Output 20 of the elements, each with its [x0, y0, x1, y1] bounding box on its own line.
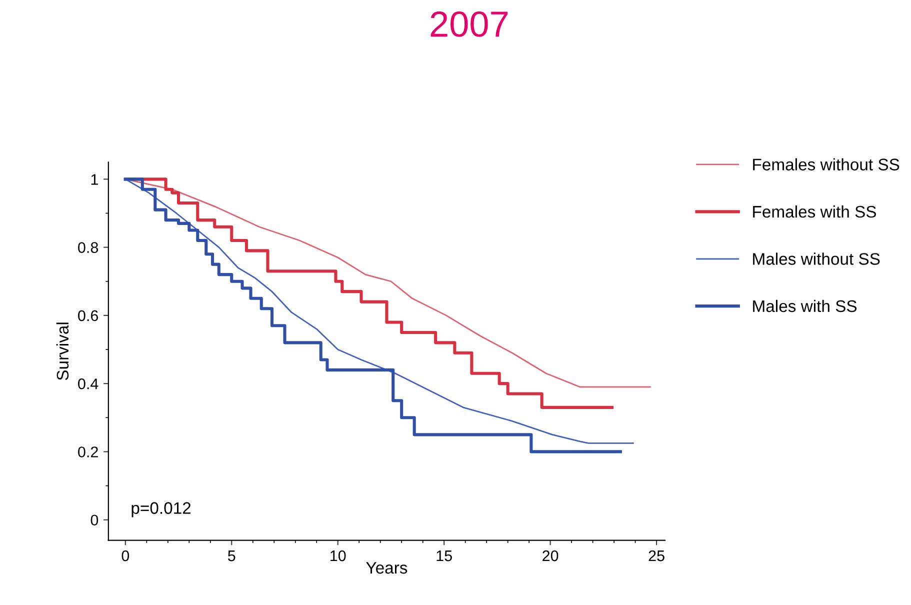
- y-axis-title: Survival: [56, 322, 69, 380]
- x-tick-label: 25: [648, 550, 664, 562]
- x-axis-title: Years: [366, 562, 408, 574]
- legend-label: Females without SS: [753, 158, 900, 170]
- y-tick-label: 0: [90, 514, 98, 526]
- annotation: p=0.012: [132, 502, 191, 518]
- legend-label: Females with SS: [753, 205, 876, 218]
- y-tick-label: 1: [91, 174, 98, 185]
- y-tick-label: 0.2: [78, 446, 98, 458]
- y-tick-label: 0.4: [78, 378, 98, 390]
- legend-label: Males without SS: [753, 252, 880, 265]
- legend-label: Males with SS: [753, 300, 857, 312]
- x-tick-label: 10: [330, 550, 346, 562]
- x-tick-label: 20: [542, 550, 558, 562]
- x-tick-label: 0: [122, 550, 130, 562]
- chart-title: 2007: [430, 11, 508, 37]
- y-tick-label: 0.8: [78, 242, 98, 253]
- x-tick-label: 5: [228, 550, 236, 562]
- y-tick-label: 0.6: [78, 310, 98, 322]
- x-tick-label: 15: [436, 550, 452, 562]
